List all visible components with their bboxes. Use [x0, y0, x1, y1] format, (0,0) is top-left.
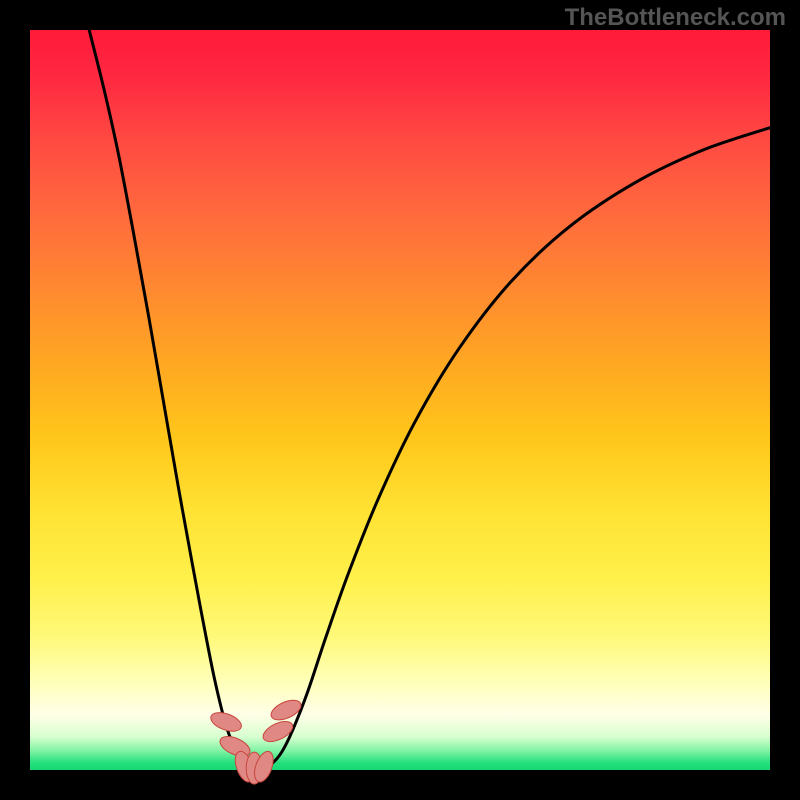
gradient-background	[30, 30, 770, 770]
figure-root: TheBottleneck.com	[0, 0, 800, 800]
watermark-text: TheBottleneck.com	[565, 4, 786, 32]
plot-area	[30, 30, 770, 770]
